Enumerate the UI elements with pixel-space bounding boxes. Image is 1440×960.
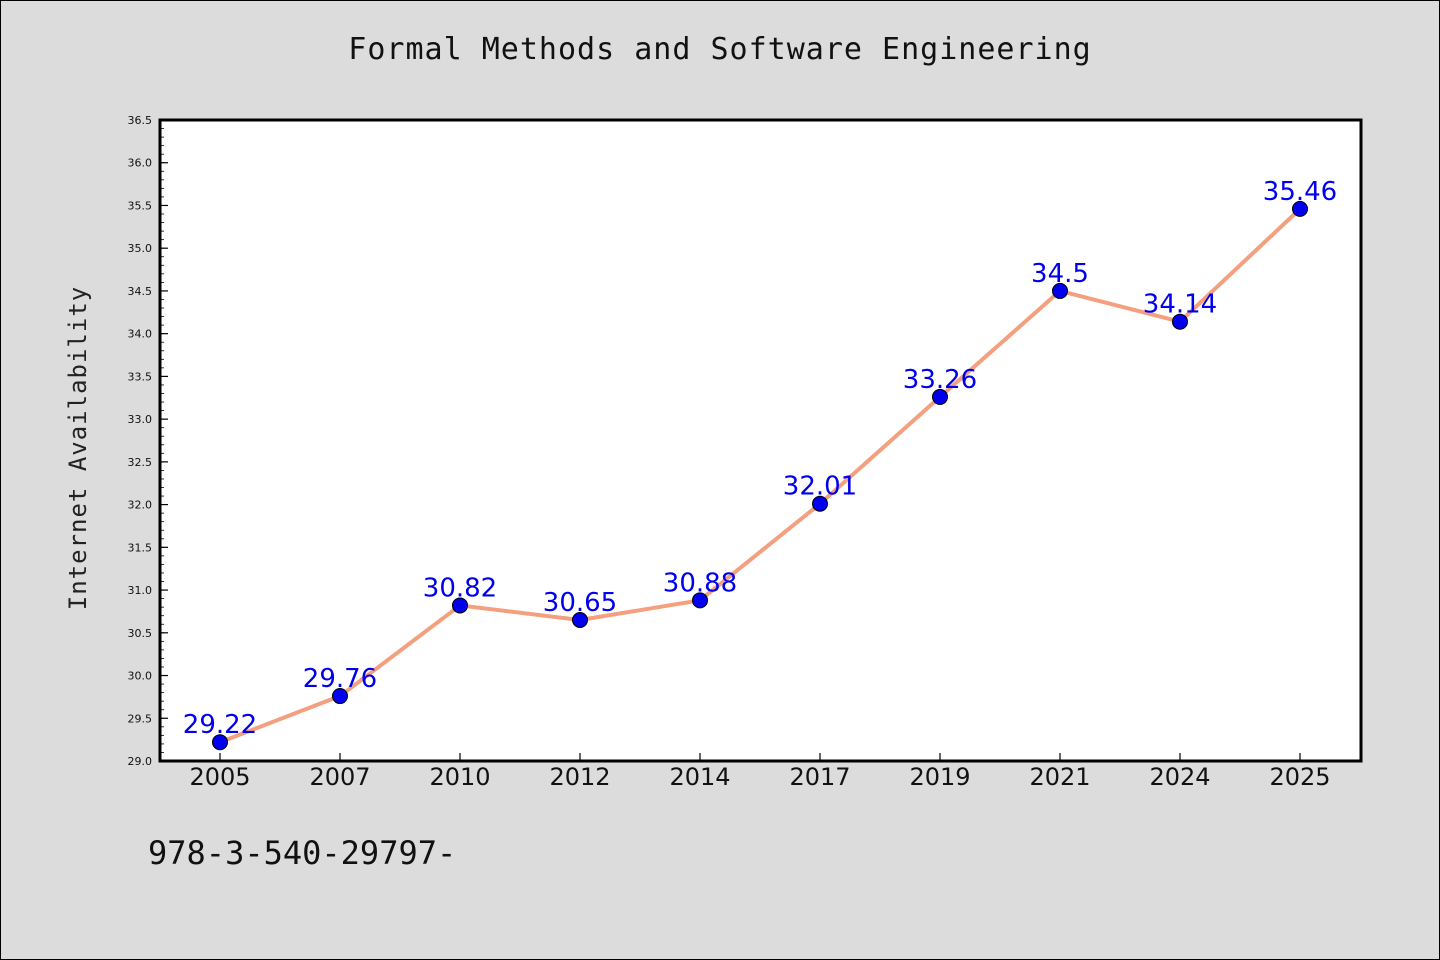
data-label: 35.46 <box>1263 177 1337 207</box>
series-line <box>218 206 1302 745</box>
y-tick-label: 32.0 <box>128 499 153 512</box>
y-tick-label: 32.5 <box>128 456 153 469</box>
data-point <box>932 388 948 405</box>
y-tick-label: 30.5 <box>128 627 153 640</box>
y-tick-label: 31.5 <box>128 541 153 554</box>
y-axis-ticks: 29.0 29.5 30.0 30.5 31.0 31.5 32.0 32.5 33.0 33.5… <box>128 114 168 768</box>
y-tick-label: 34.0 <box>128 328 153 341</box>
data-label: 33.26 <box>903 365 977 395</box>
data-point <box>452 597 468 614</box>
footnote-text: 978-3-540-29797- <box>148 834 457 872</box>
y-tick-label: 36.5 <box>128 114 153 127</box>
data-point <box>1292 200 1308 217</box>
y-tick-label: 31.0 <box>128 584 153 597</box>
plot-border <box>158 118 1363 763</box>
y-tick-label: 29.0 <box>128 755 153 768</box>
data-point <box>572 611 588 628</box>
y-tick-label: 33.5 <box>128 370 153 383</box>
x-tick-label: 2014 <box>669 763 730 791</box>
data-label: 32.01 <box>783 472 857 502</box>
data-point <box>1052 282 1068 299</box>
y-tick-label: 30.0 <box>128 670 153 683</box>
x-tick-label: 2019 <box>909 763 970 791</box>
data-point <box>212 734 228 751</box>
x-tick-label: 2007 <box>309 763 370 791</box>
y-tick-label: 29.5 <box>128 712 153 725</box>
x-tick-label: 2025 <box>1269 763 1330 791</box>
y-tick-label: 35.5 <box>128 199 153 212</box>
y-tick-label: 34.5 <box>128 285 153 298</box>
x-tick-label: 2010 <box>429 763 490 791</box>
y-tick-label: 33.0 <box>128 413 153 426</box>
x-axis-ticks: 2005 2007 2010 2012 2014 2017 2019 2021 2024 2025 <box>189 753 1331 791</box>
x-tick-label: 2017 <box>789 763 850 791</box>
x-tick-label: 2021 <box>1029 763 1090 791</box>
x-tick-label: 2005 <box>189 763 250 791</box>
data-label: 34.14 <box>1143 290 1217 320</box>
plot-area <box>160 120 1361 761</box>
data-label: 30.88 <box>663 568 737 598</box>
data-label: 30.82 <box>423 573 497 603</box>
data-label: 30.65 <box>543 588 617 618</box>
data-point <box>1172 313 1188 330</box>
series-layer: 29.22 29.76 30.82 30.65 30.88 32.01 33.26 34.5 3… <box>183 177 1337 751</box>
data-label: 34.5 <box>1031 259 1089 289</box>
x-tick-label: 2012 <box>549 763 610 791</box>
chart-title: Formal Methods and Software Engineering <box>348 32 1092 67</box>
data-point <box>332 688 348 705</box>
data-label: 29.22 <box>183 710 257 740</box>
y-tick-label: 36.0 <box>128 157 153 170</box>
data-label: 29.76 <box>303 664 377 694</box>
data-point <box>692 592 708 609</box>
y-tick-label: 35.0 <box>128 242 153 255</box>
data-point <box>812 495 828 512</box>
x-tick-label: 2024 <box>1149 763 1210 791</box>
